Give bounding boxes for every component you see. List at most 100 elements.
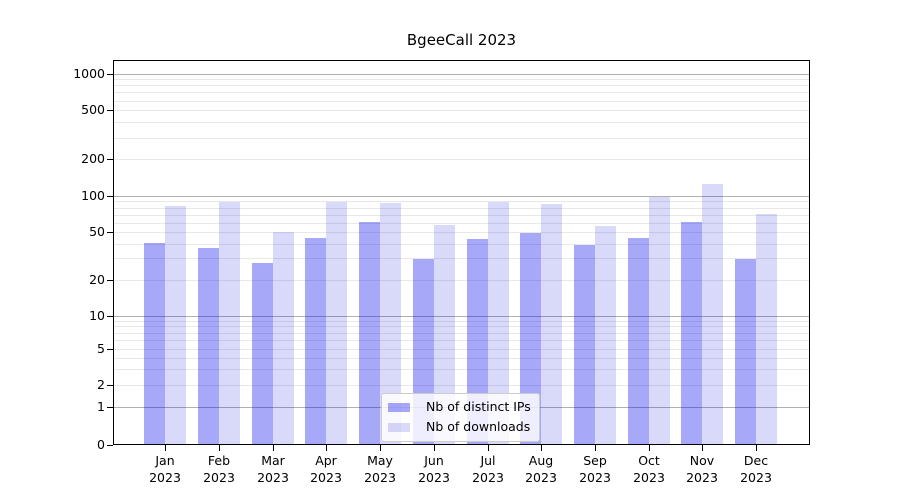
y-tick-label: 0 [97,437,105,452]
bar-downloads-9 [649,197,670,444]
bar-downloads-11 [756,214,777,444]
minor-gridline [114,357,809,359]
minor-gridline [114,201,809,203]
y-tick-mark [107,279,113,281]
bar-distinct-ips-3 [305,238,326,444]
legend-entry-distinct-ips: Nb of distinct IPs [388,400,531,414]
bar-distinct-ips-4 [359,222,380,444]
minor-gridline [114,85,809,87]
minor-gridline [114,79,809,81]
y-tick-label: 100 [81,188,105,203]
x-tick-mark [649,445,650,451]
y-tick-mark [107,196,113,197]
minor-gridline [114,231,809,233]
y-tick-mark [107,445,113,446]
minor-gridline [114,320,809,322]
y-tick-mark [107,159,113,161]
y-tick-label: 2 [97,377,105,392]
bar-downloads-10 [702,184,723,444]
x-tick-label: Jan 2023 [149,453,181,485]
bar-downloads-6 [488,202,509,444]
minor-gridline [114,369,809,371]
y-tick-label: 5 [97,341,105,356]
y-tick-label: 500 [81,102,105,118]
legend: Nb of distinct IPs Nb of downloads [381,393,540,442]
y-tick-mark [107,315,113,317]
x-tick-label: Aug 2023 [525,453,557,485]
minor-gridline [114,100,809,102]
legend-swatch-downloads [388,422,410,432]
bar-downloads-7 [541,204,562,444]
y-tick-label: 1 [97,399,105,414]
x-tick-mark [488,445,489,451]
x-tick-label: Nov 2023 [686,453,718,485]
x-tick-label: Feb 2023 [203,453,235,485]
major-gridline [114,196,809,197]
x-tick-mark [595,445,596,451]
x-tick-label: Oct 2023 [633,453,665,485]
minor-gridline [114,207,809,209]
minor-gridline [114,279,809,281]
minor-gridline [114,122,809,124]
x-tick-label: Dec 2023 [740,453,772,485]
bar-distinct-ips-6 [467,239,488,444]
x-tick-mark [219,445,220,451]
minor-gridline [114,258,809,260]
plot-area: Nb of distinct IPs Nb of downloads [113,60,810,445]
x-tick-mark [756,445,757,451]
legend-label-distinct-ips: Nb of distinct IPs [426,399,531,414]
x-tick-label: May 2023 [364,453,396,485]
y-tick-label: 10 [89,307,105,323]
bar-downloads-3 [326,202,347,444]
x-tick-mark [165,445,166,451]
minor-gridline [114,243,809,245]
bar-distinct-ips-8 [574,245,595,444]
x-tick-mark [326,445,327,451]
minor-gridline [114,340,809,342]
x-tick-label: Mar 2023 [257,453,289,485]
major-gridline [114,315,809,317]
bar-downloads-1 [219,202,240,444]
x-tick-mark [541,445,542,451]
x-tick-mark [702,445,703,451]
legend-swatch-distinct-ips [388,402,410,412]
y-tick-label: 20 [89,271,105,287]
bar-distinct-ips-11 [735,259,756,444]
minor-gridline [114,326,809,328]
bar-distinct-ips-0 [144,243,165,444]
minor-gridline [114,222,809,224]
y-tick-mark [107,349,113,350]
legend-label-downloads: Nb of downloads [426,419,531,434]
bar-distinct-ips-10 [681,222,702,444]
legend-entry-downloads: Nb of downloads [388,420,531,434]
x-tick-label: Jun 2023 [418,453,450,485]
bar-downloads-0 [165,206,186,444]
x-tick-mark [434,445,435,451]
bar-distinct-ips-9 [628,238,649,444]
major-gridline [114,73,809,75]
bar-downloads-5 [434,225,455,444]
x-tick-mark [273,445,274,451]
x-tick-label: Jul 2023 [472,453,504,485]
minor-gridline [114,332,809,334]
y-tick-mark [107,73,113,75]
bar-distinct-ips-7 [520,233,541,444]
minor-gridline [114,349,809,350]
bar-distinct-ips-1 [198,248,219,444]
y-tick-label: 1000 [73,65,105,81]
bar-downloads-2 [273,232,294,444]
minor-gridline [114,214,809,216]
minor-gridline [114,159,809,161]
y-tick-label: 200 [81,151,105,167]
y-tick-mark [107,385,113,386]
bar-downloads-4 [380,203,401,444]
y-tick-label: 50 [89,223,105,239]
y-tick-mark [107,231,113,233]
x-tick-mark [380,445,381,451]
minor-gridline [114,92,809,94]
x-tick-label: Sep 2023 [579,453,611,485]
x-tick-label: Apr 2023 [310,453,342,485]
minor-gridline [114,385,809,386]
y-tick-mark [107,110,113,112]
